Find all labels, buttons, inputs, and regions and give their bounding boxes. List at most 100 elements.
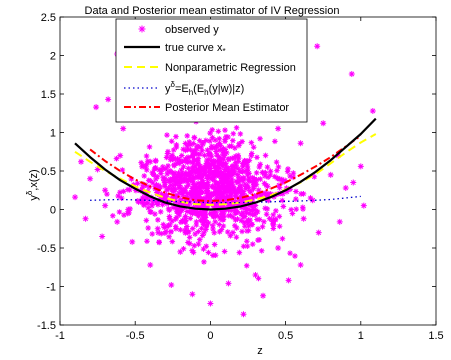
scatter-point — [270, 212, 277, 218]
scatter-point — [186, 158, 193, 165]
scatter-point — [288, 206, 294, 213]
scatter-point — [212, 158, 219, 165]
scatter-point — [199, 217, 206, 223]
scatter-point — [143, 167, 150, 173]
scatter-point — [282, 177, 288, 184]
scatter-point — [222, 160, 229, 167]
scatter-point — [247, 189, 254, 195]
scatter-point — [245, 170, 252, 177]
scatter-point — [205, 220, 212, 226]
scatter-point — [275, 164, 282, 170]
scatter-point — [125, 206, 131, 213]
scatter-point — [185, 171, 192, 177]
scatter-point — [179, 190, 186, 196]
scatter-point — [267, 172, 274, 178]
scatter-point — [93, 104, 100, 111]
scatter-point — [163, 192, 169, 199]
scatter-point — [348, 70, 355, 77]
scatter-point — [240, 163, 246, 170]
scatter-point — [249, 241, 256, 247]
scatter-point — [167, 176, 173, 182]
scatter-point — [191, 151, 198, 157]
scatter-point — [199, 177, 206, 184]
scatter-point — [275, 125, 282, 132]
scatter-point — [236, 168, 243, 175]
scatter-point — [230, 162, 236, 169]
scatter-point — [259, 223, 266, 230]
scatter-point — [262, 169, 269, 176]
scatter-point — [207, 138, 213, 144]
scatter-point — [173, 133, 179, 140]
scatter-point — [134, 180, 141, 187]
y-tick-label: 1.5 — [41, 89, 56, 101]
scatter-point — [214, 194, 220, 201]
scatter-point — [201, 259, 207, 265]
scatter-point — [185, 165, 192, 172]
scatter-point — [209, 126, 215, 133]
scatter-point — [158, 230, 165, 237]
scatter-point — [236, 174, 242, 181]
scatter-point — [207, 196, 213, 203]
scatter-point — [154, 173, 161, 180]
scatter-point — [205, 162, 212, 168]
scatter-point — [221, 185, 228, 192]
scatter-point — [248, 178, 254, 185]
scatter-point — [350, 179, 357, 186]
scatter-point — [180, 245, 187, 252]
scatter-point — [210, 226, 216, 232]
scatter-point — [223, 150, 230, 156]
scatter-point — [280, 203, 287, 210]
scatter-point — [262, 191, 269, 198]
scatter-point — [248, 153, 255, 159]
legend-label: yδ=Eh(Eh(y|w)|z) — [165, 80, 244, 97]
legend-label: observed y — [165, 24, 219, 36]
scatter-point — [245, 206, 251, 213]
scatter-point — [212, 190, 219, 196]
scatter-point — [284, 188, 290, 195]
scatter-point — [244, 182, 251, 189]
scatter-point — [232, 188, 239, 194]
scatter-point — [269, 217, 275, 223]
scatter-point — [290, 170, 297, 176]
y-axis-label: yδ,x(z) — [25, 169, 40, 200]
scatter-point — [275, 245, 282, 251]
scatter-point — [292, 253, 298, 259]
scatter-point — [215, 213, 221, 219]
scatter-point — [153, 158, 159, 164]
scatter-point — [243, 210, 250, 216]
scatter-point — [265, 197, 272, 204]
scatter-point — [163, 228, 169, 235]
scatter-point — [182, 156, 189, 162]
scatter-point — [199, 232, 206, 239]
scatter-point — [261, 219, 267, 225]
scatter-point — [266, 215, 273, 222]
y-axis-label-sup: δ — [25, 190, 34, 195]
scatter-point — [143, 161, 150, 168]
scatter-point — [257, 161, 264, 168]
scatter-point — [189, 149, 196, 155]
scatter-point — [167, 156, 174, 163]
scatter-point — [215, 128, 222, 135]
scatter-point — [274, 175, 281, 182]
scatter-point — [146, 184, 152, 190]
scatter-point — [265, 174, 271, 180]
scatter-point — [102, 187, 109, 194]
scatter-point — [171, 155, 177, 161]
scatter-point — [172, 216, 179, 222]
scatter-point — [203, 160, 210, 167]
scatter-point — [128, 176, 135, 182]
scatter-point — [209, 223, 216, 229]
scatter-point — [193, 182, 199, 189]
scatter-point — [262, 205, 268, 212]
scatter-point — [239, 204, 245, 211]
scatter-point — [189, 159, 195, 166]
scatter-point — [152, 211, 158, 217]
scatter-point — [226, 170, 233, 177]
scatter-point — [244, 238, 250, 245]
scatter-point — [189, 291, 196, 298]
scatter-point — [255, 275, 262, 282]
scatter-point — [221, 248, 228, 255]
scatter-point — [185, 228, 192, 235]
scatter-point — [244, 159, 250, 166]
scatter-point — [188, 191, 195, 197]
